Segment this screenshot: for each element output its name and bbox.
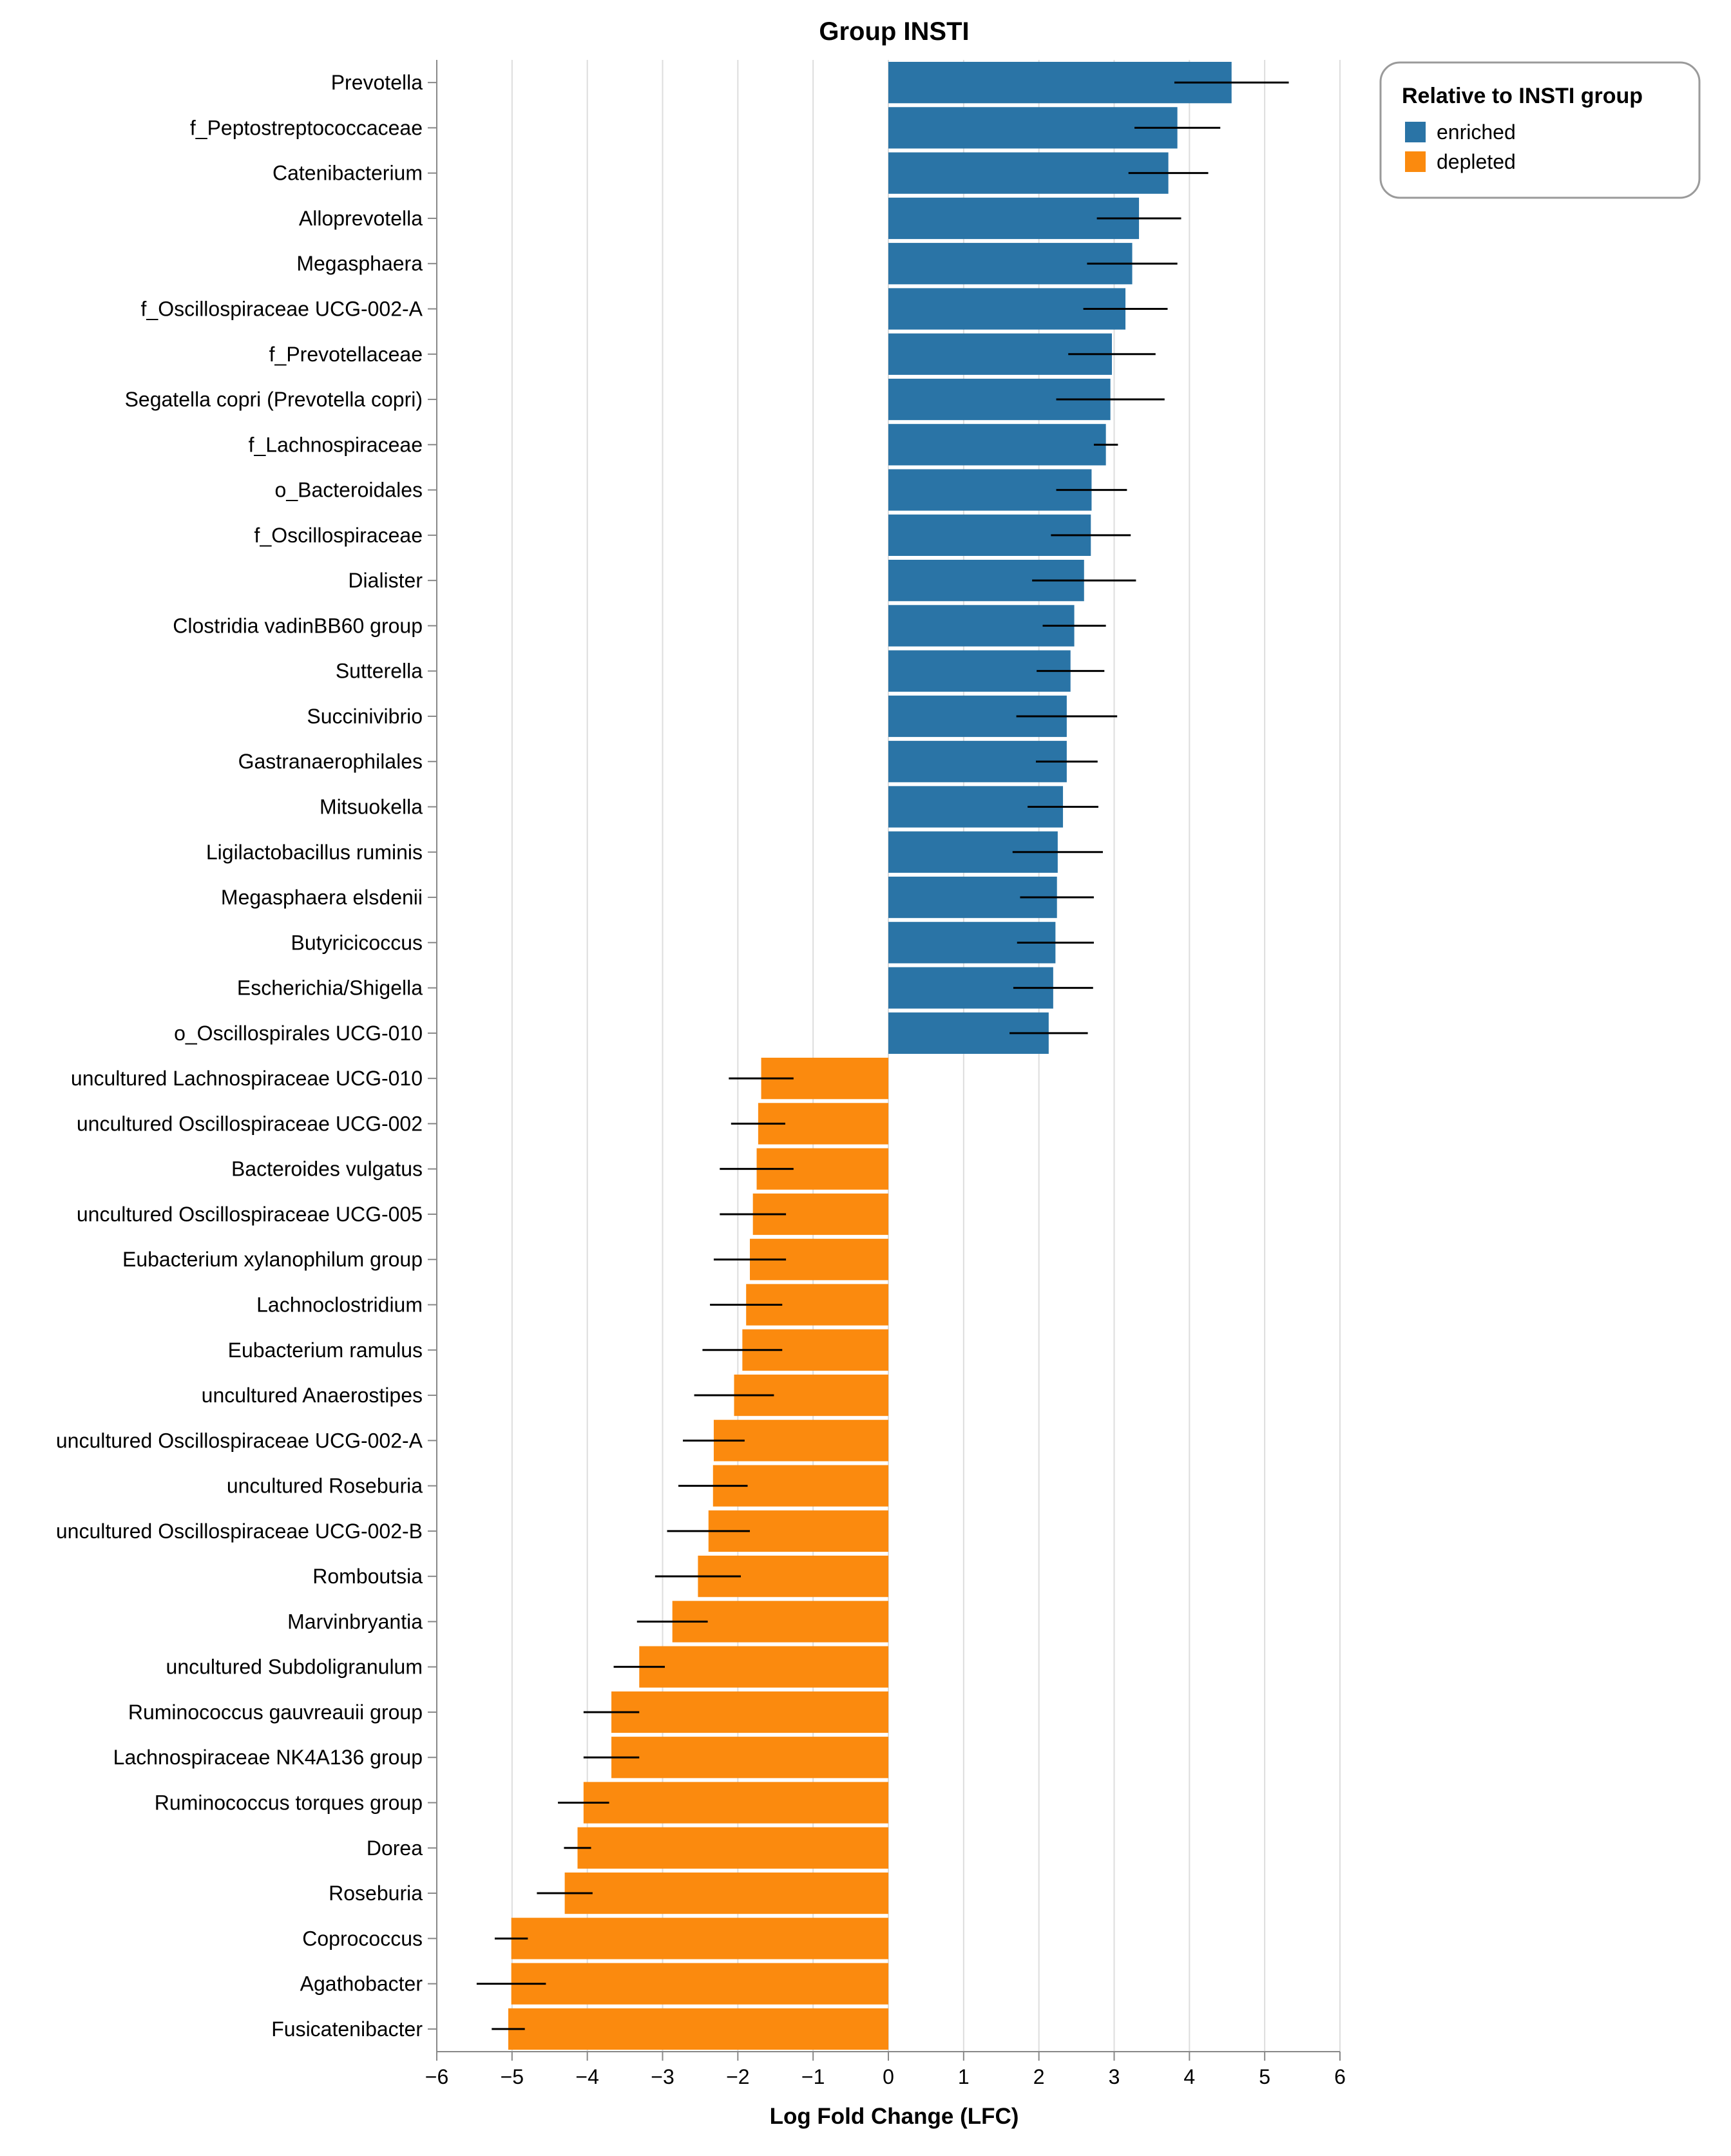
y-tick-label: Ligilactobacillus ruminis xyxy=(206,841,423,864)
y-tick-label: Romboutsia xyxy=(312,1565,423,1588)
chart-title: Group INSTI xyxy=(819,17,969,46)
legend-label-enriched: enriched xyxy=(1437,120,1516,144)
y-tick-label: Marvinbryantia xyxy=(287,1610,423,1633)
y-tick-label: Succinivibrio xyxy=(307,705,423,728)
bar xyxy=(888,424,1106,466)
y-tick-label: o_Bacteroidales xyxy=(275,479,423,502)
y-tick-label: Dorea xyxy=(367,1836,423,1860)
x-axis-title: Log Fold Change (LFC) xyxy=(770,2104,1019,2129)
y-tick-label: Gastranaerophilales xyxy=(238,750,423,773)
bar xyxy=(583,1782,888,1824)
error-bar-layer xyxy=(476,81,1289,2030)
x-tick-label: 0 xyxy=(883,2065,894,2088)
y-tick-label: Megasphaera xyxy=(296,252,423,275)
y-tick-label: Ruminococcus torques group xyxy=(155,1791,423,1815)
y-tick-label: f_Oscillospiraceae xyxy=(254,524,423,547)
y-tick-label: uncultured Lachnospiraceae UCG-010 xyxy=(71,1067,423,1090)
y-tick-label: uncultured Roseburia xyxy=(227,1474,423,1498)
y-tick-label: f_Prevotellaceae xyxy=(269,343,423,366)
legend-swatch-enriched xyxy=(1405,122,1426,142)
bar xyxy=(577,1827,888,1869)
y-tick-label: Mitsuokella xyxy=(320,796,423,819)
y-tick-label: f_Peptostreptococcaceae xyxy=(190,116,423,139)
y-tick-label: Bacteroides vulgatus xyxy=(231,1158,423,1181)
x-tick-label: −6 xyxy=(425,2065,448,2088)
y-tick-label: Lachnoclostridium xyxy=(256,1293,423,1317)
x-tick-label: −2 xyxy=(726,2065,749,2088)
y-tick-label: Fusicatenibacter xyxy=(271,2018,423,2041)
bar xyxy=(611,1691,888,1733)
legend-label-depleted: depleted xyxy=(1437,150,1516,173)
bar xyxy=(888,107,1178,149)
y-tick-label: uncultured Oscillospiraceae UCG-002-B xyxy=(56,1520,423,1543)
y-tick-label: Alloprevotella xyxy=(299,207,423,230)
bar xyxy=(564,1872,888,1914)
y-tick-label: Eubacterium xylanophilum group xyxy=(122,1248,423,1271)
y-tick-label: Ruminococcus gauvreauii group xyxy=(128,1701,423,1724)
x-tick-label: −5 xyxy=(501,2065,524,2088)
y-tick-label: Lachnospiraceae NK4A136 group xyxy=(113,1746,423,1769)
y-tick-label: Segatella copri (Prevotella copri) xyxy=(125,388,423,411)
y-tick-label: o_Oscillospirales UCG-010 xyxy=(174,1022,423,1045)
y-tick-label: uncultured Subdoligranulum xyxy=(166,1655,423,1679)
y-tick-label: uncultured Anaerostipes xyxy=(202,1384,423,1407)
y-tick-label: uncultured Oscillospiraceae UCG-005 xyxy=(77,1203,423,1226)
y-tick-label: Clostridia vadinBB60 group xyxy=(173,614,423,637)
axis-layer: Prevotella f_Peptostreptococcaceae Catenib… xyxy=(56,60,1346,2088)
y-tick-label: Eubacterium ramulus xyxy=(228,1339,423,1362)
bar xyxy=(888,152,1169,194)
bar xyxy=(639,1646,888,1688)
x-tick-label: −3 xyxy=(651,2065,674,2088)
bar xyxy=(508,2008,888,2050)
y-tick-label: Sutterella xyxy=(336,660,423,683)
bar xyxy=(672,1601,888,1643)
bar xyxy=(611,1737,888,1779)
y-tick-label: Coprococcus xyxy=(302,1927,423,1950)
x-tick-label: 6 xyxy=(1334,2065,1346,2088)
y-tick-label: f_Oscillospiraceae UCG-002-A xyxy=(141,298,423,321)
x-tick-label: −4 xyxy=(575,2065,598,2088)
legend-frame xyxy=(1379,61,1701,199)
legend-swatch-depleted xyxy=(1405,151,1426,172)
x-tick-label: 3 xyxy=(1109,2065,1120,2088)
bar xyxy=(511,1918,888,1960)
y-tick-label: f_Lachnospiraceae xyxy=(249,433,423,456)
x-tick-label: −1 xyxy=(801,2065,825,2088)
legend-title: Relative to INSTI group xyxy=(1402,84,1643,108)
y-tick-label: Roseburia xyxy=(329,1882,423,1905)
x-tick-label: 1 xyxy=(958,2065,970,2088)
y-tick-label: Butyricicoccus xyxy=(291,931,423,954)
y-tick-label: Escherichia/Shigella xyxy=(237,977,423,1000)
y-tick-label: uncultured Oscillospiraceae UCG-002-A xyxy=(56,1429,423,1452)
y-tick-label: Prevotella xyxy=(331,71,423,94)
y-tick-label: Agathobacter xyxy=(300,1972,423,1996)
legend: Relative to INSTI group enriched deplete… xyxy=(1379,61,1701,199)
x-tick-label: 5 xyxy=(1259,2065,1270,2088)
y-tick-label: uncultured Oscillospiraceae UCG-002 xyxy=(77,1112,423,1135)
bar-layer xyxy=(508,62,1232,2050)
bar xyxy=(511,1963,888,2005)
x-tick-label: 4 xyxy=(1183,2065,1195,2088)
y-tick-label: Dialister xyxy=(348,569,423,592)
y-tick-label: Megasphaera elsdenii xyxy=(221,886,423,909)
grid-layer xyxy=(436,60,1341,2052)
y-tick-label: Catenibacterium xyxy=(273,162,423,185)
x-tick-label: 2 xyxy=(1033,2065,1045,2088)
